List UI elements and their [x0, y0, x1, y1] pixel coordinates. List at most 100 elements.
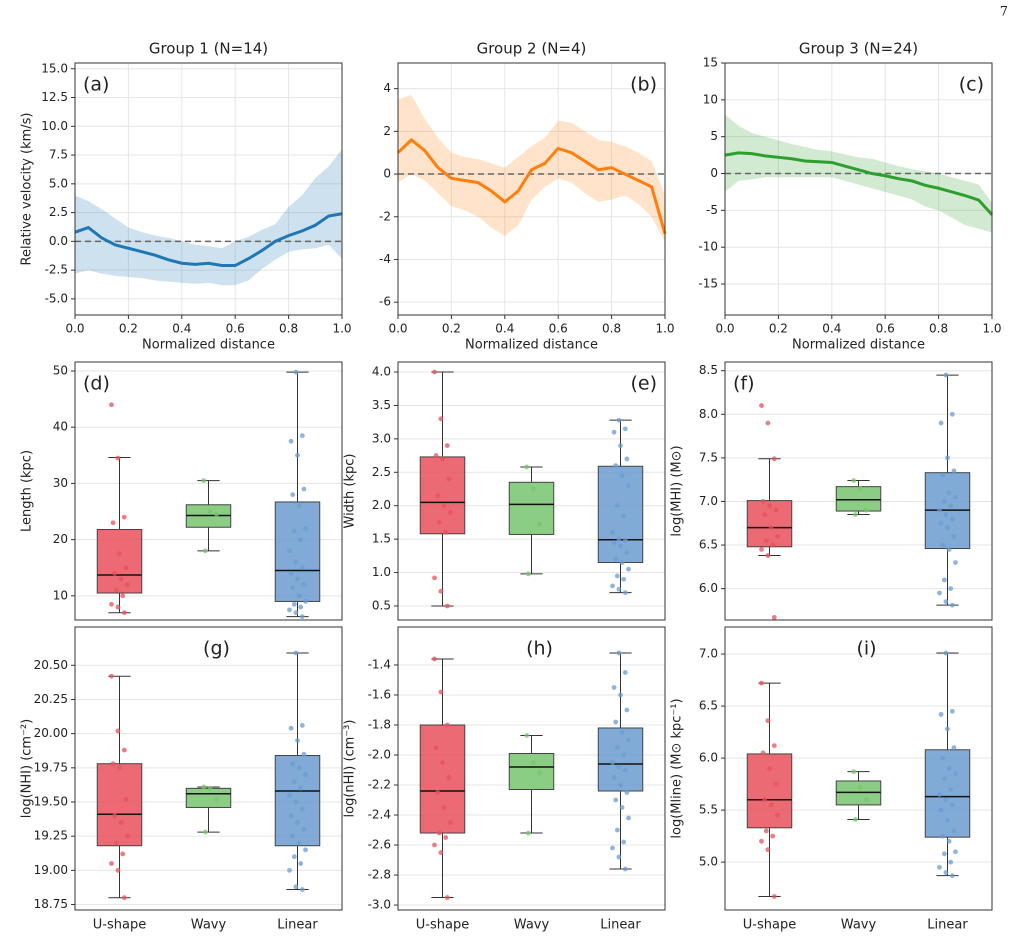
data-point [432, 656, 437, 662]
data-point [441, 805, 447, 810]
data-point [946, 838, 952, 844]
data-point [432, 369, 437, 375]
data-point [436, 830, 442, 836]
data-point [113, 587, 119, 593]
data-point [622, 426, 628, 432]
x-tick-label: 0.2 [769, 322, 788, 336]
data-point [946, 766, 952, 771]
data-point [120, 851, 126, 857]
data-point [765, 718, 771, 724]
data-point [951, 468, 957, 474]
y-tick-label: 6.5 [699, 538, 718, 552]
data-point [288, 813, 294, 819]
data-point [291, 854, 297, 860]
y-tick-label: 30 [53, 476, 68, 490]
box [96, 763, 143, 847]
data-point [626, 483, 631, 489]
data-point [288, 438, 294, 444]
y-tick-label: 50 [53, 363, 68, 377]
box [419, 724, 466, 834]
x-tick-label: Wavy [191, 918, 227, 933]
data-point [293, 884, 299, 890]
median-line [74, 212, 343, 268]
data-point [448, 509, 453, 515]
data-point [444, 603, 450, 609]
data-point [624, 550, 630, 555]
data-point [616, 536, 622, 542]
box [508, 752, 555, 791]
y-tick-label: -4 [379, 252, 391, 266]
y-tick-label: -2.5 [45, 263, 68, 277]
data-point [288, 725, 294, 731]
plot-frame [397, 626, 666, 911]
data-point [951, 828, 957, 834]
data-point [288, 570, 294, 576]
data-point [303, 847, 308, 853]
data-point [611, 540, 617, 545]
y-tick-label: 6.0 [699, 751, 718, 765]
data-point [765, 420, 771, 426]
data-point [937, 792, 942, 797]
data-point [301, 582, 307, 587]
data-point [616, 586, 622, 592]
data-point [765, 553, 771, 558]
y-tick-label: 7.5 [699, 450, 718, 464]
y-axis-label: log(nHI) (cm⁻³) [343, 720, 358, 818]
data-point [613, 463, 619, 469]
data-point [770, 542, 776, 548]
y-tick-label: 19.25 [34, 829, 68, 843]
y-tick-label: 1.0 [372, 565, 391, 579]
box [597, 727, 644, 792]
data-point [759, 680, 764, 686]
plot-frame [724, 62, 993, 316]
data-point [771, 894, 777, 899]
data-point [613, 556, 619, 562]
data-point [760, 750, 766, 756]
data-point [299, 565, 305, 571]
x-tick-label: 0.4 [822, 322, 841, 336]
data-point [611, 429, 617, 435]
y-tick-label: 0.0 [49, 234, 68, 248]
data-point [201, 784, 207, 790]
data-point [946, 490, 952, 496]
x-tick-label: U-shape [743, 918, 796, 933]
data-point [123, 796, 129, 802]
data-point [295, 820, 300, 825]
data-point [433, 745, 439, 750]
data-point [759, 403, 764, 408]
panel-label: (c) [959, 74, 984, 96]
data-point [864, 507, 869, 513]
data-point [207, 785, 213, 791]
data-point [433, 453, 439, 458]
box [419, 456, 466, 535]
y-tick-label: 5.0 [49, 176, 68, 190]
x-tick-label: 0.0 [65, 322, 84, 336]
data-point [943, 797, 949, 803]
data-point [618, 443, 623, 448]
data-point [953, 494, 958, 500]
y-axis-label: log(Mline) (M⊙ kpc⁻¹) [670, 698, 685, 838]
data-point [109, 601, 114, 607]
y-tick-label: 2.5 [49, 205, 68, 219]
data-point [443, 835, 449, 840]
y-tick-label: 0.5 [372, 598, 391, 612]
data-point [446, 775, 452, 780]
y-tick-label: 0 [383, 167, 391, 181]
y-tick-label: -6 [379, 295, 391, 309]
x-tick-label: Linear [927, 918, 968, 933]
data-point [762, 797, 768, 803]
data-point [611, 685, 617, 690]
data-point [946, 546, 952, 552]
data-point [626, 566, 631, 572]
data-point [301, 826, 307, 832]
data-point [948, 503, 954, 509]
data-point [290, 761, 296, 767]
y-tick-label: 5.5 [699, 803, 718, 817]
y-tick-label: 7.0 [699, 494, 718, 508]
data-point [949, 602, 955, 608]
data-point [619, 805, 625, 810]
y-tick-label: 40 [53, 420, 68, 434]
data-point [125, 582, 130, 587]
data-point [941, 577, 947, 583]
data-point [610, 845, 615, 851]
